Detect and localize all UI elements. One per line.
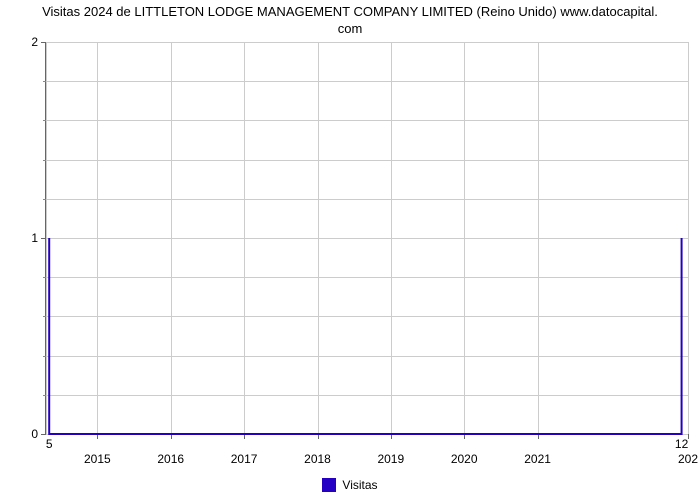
chart-title-line2: com <box>338 21 363 36</box>
x-tick-label: 2017 <box>231 434 258 466</box>
chart-container: 012 2015201620172018201920202021202 512 <box>45 42 688 435</box>
legend: Visitas <box>0 477 700 492</box>
legend-label: Visitas <box>342 478 377 492</box>
chart-title: Visitas 2024 de LITTLETON LODGE MANAGEME… <box>0 4 700 38</box>
x-tick-label: 2021 <box>524 434 551 466</box>
chart-title-line1: Visitas 2024 de LITTLETON LODGE MANAGEME… <box>42 4 658 19</box>
y-tick-label: 2 <box>31 35 46 49</box>
x-tick-label: 2016 <box>157 434 184 466</box>
x-tick-label: 2018 <box>304 434 331 466</box>
grid-line-v <box>688 42 689 434</box>
y-tick-label: 1 <box>31 231 46 245</box>
legend-swatch <box>322 478 336 492</box>
point-label: 5 <box>46 434 53 451</box>
plot-area: 012 2015201620172018201920202021202 512 <box>45 42 688 435</box>
y-tick-label: 0 <box>31 427 46 441</box>
point-label: 12 <box>675 434 688 451</box>
x-tick-label: 2020 <box>451 434 478 466</box>
x-tick-label: 2015 <box>84 434 111 466</box>
x-tick-label: 2019 <box>377 434 404 466</box>
data-line <box>46 42 688 434</box>
